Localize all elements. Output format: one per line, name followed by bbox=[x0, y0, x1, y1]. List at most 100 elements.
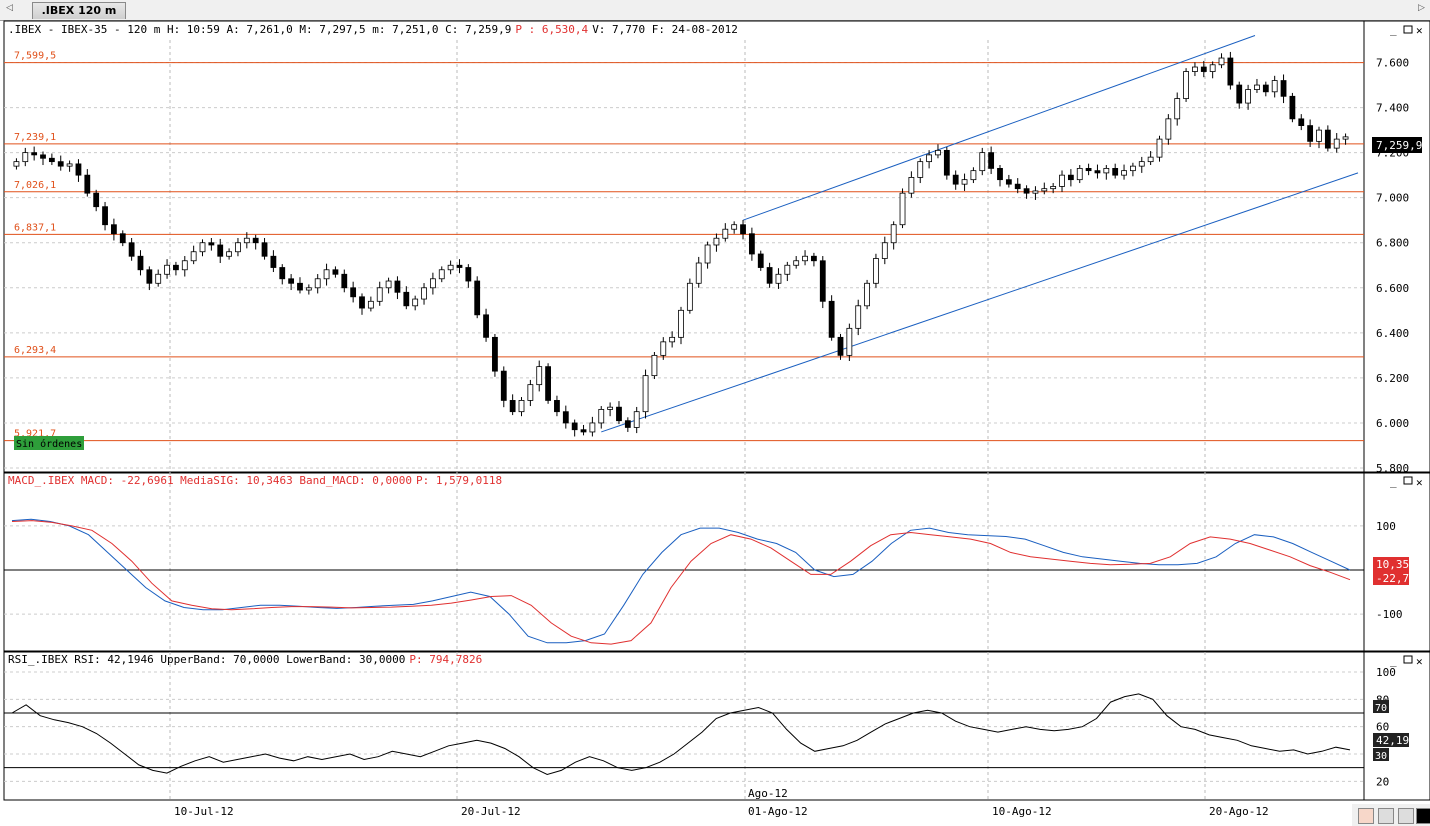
candle-body bbox=[607, 406, 614, 410]
rsi-tick-label: 60 bbox=[1376, 721, 1389, 734]
candle-body bbox=[695, 262, 702, 284]
rsi-title: RSI_.IBEX RSI: 42,1946 UpperBand: 70,000… bbox=[8, 653, 405, 666]
x-axis-labels: 10-Jul-12 20-Jul-12 01-Ago-12 10-Ago-12 20-A… bbox=[174, 787, 1269, 818]
candle-body bbox=[1209, 64, 1216, 72]
candle-body bbox=[1112, 167, 1119, 176]
candle-body bbox=[385, 280, 392, 289]
price-panel bbox=[3, 20, 1365, 473]
level-label: 5,921,7 bbox=[14, 429, 56, 440]
candle-body bbox=[1138, 161, 1145, 167]
candle-body bbox=[102, 206, 108, 226]
candle-body bbox=[1023, 188, 1030, 194]
candle-body bbox=[1165, 118, 1172, 140]
scroll-left-icon[interactable]: ◁ bbox=[6, 3, 13, 13]
macd-value-badge bbox=[1373, 571, 1409, 585]
candle-body bbox=[624, 420, 631, 428]
maximize-icon[interactable] bbox=[1403, 655, 1413, 664]
minimize-icon[interactable]: _ bbox=[1390, 23, 1397, 36]
candle-body bbox=[465, 267, 472, 282]
candle-body bbox=[793, 260, 800, 266]
maximize-icon[interactable] bbox=[1403, 476, 1413, 485]
candle-body bbox=[1298, 118, 1305, 126]
svg-text:RSI_.IBEX RSI: 42,1946 UpperBa: RSI_.IBEX RSI: 42,1946 UpperBand: 70,000… bbox=[8, 653, 482, 666]
candle-body bbox=[766, 267, 773, 284]
candle-body bbox=[757, 253, 764, 268]
pin-icon[interactable] bbox=[1398, 808, 1414, 824]
last-price-badge bbox=[1372, 137, 1422, 153]
macd-series-line bbox=[11, 518, 1351, 644]
candle-body bbox=[376, 287, 383, 302]
support-trendline bbox=[601, 172, 1359, 433]
candle-body bbox=[1307, 125, 1314, 142]
candle-body bbox=[492, 336, 498, 372]
candle-body bbox=[837, 336, 844, 356]
candle-body bbox=[1067, 174, 1074, 181]
order-badge[interactable] bbox=[14, 436, 84, 450]
macd-panel bbox=[3, 472, 1365, 652]
candle-body bbox=[846, 327, 853, 356]
candle-body bbox=[57, 161, 64, 167]
x-axis-label: 01-Ago-12 bbox=[748, 805, 808, 818]
month-marker-label: Ago-12 bbox=[748, 787, 788, 800]
candle-body bbox=[226, 251, 232, 257]
minimize-icon[interactable]: _ bbox=[1390, 654, 1397, 667]
candle-body bbox=[908, 177, 915, 194]
minimize-icon[interactable]: _ bbox=[1390, 475, 1397, 488]
candle-body bbox=[1192, 66, 1198, 72]
candle-body bbox=[554, 400, 560, 413]
maximize-icon[interactable] bbox=[1403, 25, 1413, 34]
close-icon[interactable]: ✕ bbox=[1416, 476, 1423, 489]
candle-body bbox=[22, 152, 29, 163]
candle-body bbox=[802, 255, 808, 262]
save-icon[interactable] bbox=[1378, 808, 1394, 824]
candle-body bbox=[1032, 190, 1039, 194]
scroll-right-icon[interactable]: ▷ bbox=[1418, 3, 1425, 13]
candle-body bbox=[1183, 71, 1189, 99]
level-label: 7,599,5 bbox=[14, 51, 56, 62]
candle-body bbox=[155, 273, 162, 284]
close-icon[interactable]: ✕ bbox=[1416, 655, 1423, 668]
candle-body bbox=[952, 174, 959, 185]
macd-perf: P: 1,579,0118 bbox=[416, 474, 502, 487]
candle-body bbox=[943, 149, 950, 176]
candle-body bbox=[1130, 165, 1136, 172]
level-label: 6,293,4 bbox=[14, 345, 56, 356]
candle-body bbox=[864, 282, 870, 307]
price-tick-label: 5.800 bbox=[1376, 462, 1409, 475]
color-swatch-icon[interactable] bbox=[1416, 808, 1430, 824]
candle-body bbox=[1280, 80, 1287, 97]
candle-body bbox=[598, 409, 605, 424]
candle-body bbox=[314, 278, 321, 289]
candle-body bbox=[31, 152, 38, 156]
candle-body bbox=[935, 149, 941, 156]
svg-text:.IBEX - IBEX-35 - 120 m H: 1: .IBEX - IBEX-35 - 120 m H: 10:59 A: 7,26… bbox=[8, 23, 738, 36]
candle-body bbox=[243, 237, 250, 244]
flag-icon[interactable] bbox=[1358, 808, 1374, 824]
candle-body bbox=[669, 336, 676, 343]
candle-body bbox=[616, 406, 622, 422]
candle-body bbox=[412, 298, 419, 307]
candle-body bbox=[1262, 84, 1269, 93]
candle-body bbox=[775, 273, 782, 284]
price-tick-label: 7.000 bbox=[1376, 192, 1409, 205]
candle-body bbox=[713, 237, 720, 246]
candle-body bbox=[979, 152, 986, 172]
candle-body bbox=[1236, 84, 1243, 104]
close-icon[interactable]: ✕ bbox=[1416, 24, 1423, 37]
price-tick-label: 6.800 bbox=[1376, 237, 1409, 250]
bottom-toolbar bbox=[1352, 804, 1430, 826]
candle-body bbox=[48, 157, 55, 163]
candle-body bbox=[235, 242, 241, 253]
candle-body bbox=[881, 242, 888, 259]
x-axis-label: 20-Ago-12 bbox=[1209, 805, 1269, 818]
x-axis-label: 10-Jul-12 bbox=[174, 805, 234, 818]
chart-tab[interactable]: .IBEX 120 m bbox=[32, 2, 126, 19]
candle-body bbox=[678, 309, 684, 338]
candle-body bbox=[988, 152, 995, 169]
macd-lines bbox=[11, 518, 1351, 645]
candle-body bbox=[1271, 80, 1278, 93]
candle-body bbox=[1041, 188, 1048, 192]
rsi-tick-label: 100 bbox=[1376, 666, 1396, 679]
candle-body bbox=[403, 291, 410, 307]
candle-body bbox=[350, 287, 357, 298]
